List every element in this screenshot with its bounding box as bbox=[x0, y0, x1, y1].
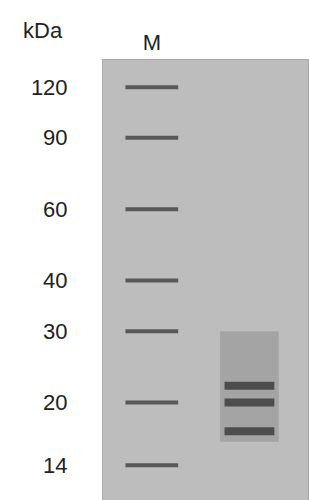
svg-text:90: 90 bbox=[43, 125, 67, 150]
svg-text:20: 20 bbox=[43, 390, 67, 415]
svg-text:kDa: kDa bbox=[23, 18, 63, 43]
svg-text:30: 30 bbox=[43, 319, 67, 344]
svg-text:M: M bbox=[143, 30, 161, 55]
svg-text:40: 40 bbox=[43, 268, 67, 293]
svg-text:14: 14 bbox=[43, 453, 67, 478]
svg-text:60: 60 bbox=[43, 197, 67, 222]
svg-text:120: 120 bbox=[31, 75, 68, 100]
